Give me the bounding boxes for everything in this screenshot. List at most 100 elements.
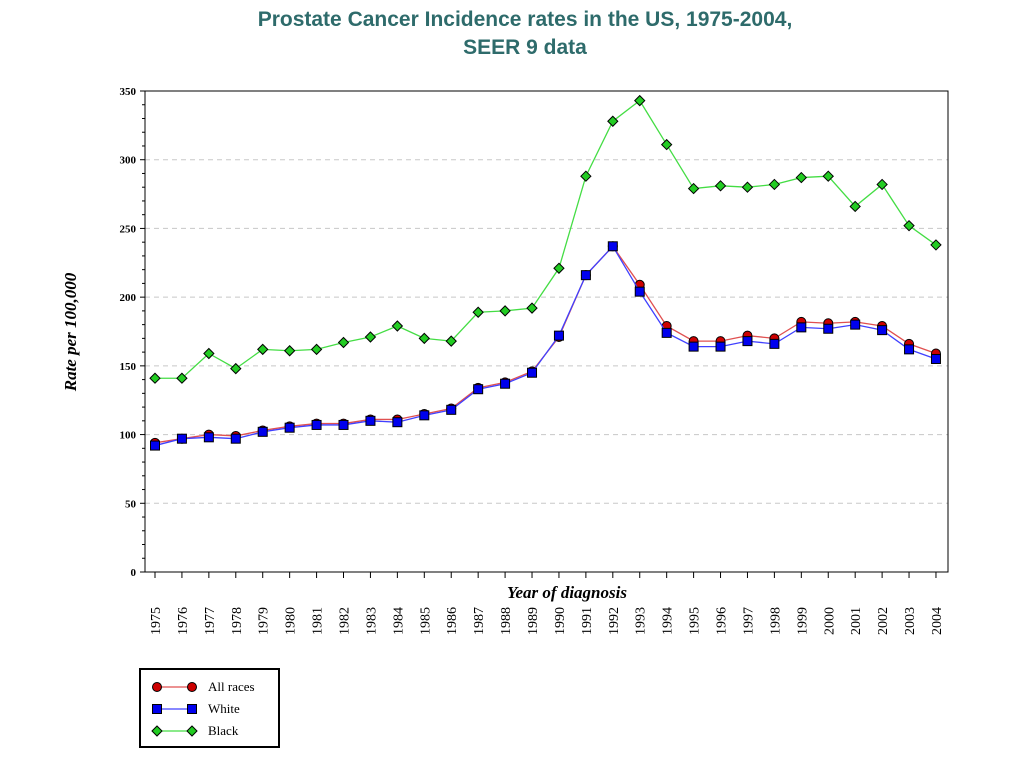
grid-lines <box>145 159 948 504</box>
data-point-black <box>580 170 592 182</box>
series-white <box>150 241 941 451</box>
legend-marker-black <box>186 725 198 737</box>
y-tick-label: 200 <box>120 292 137 304</box>
legend-marker-white <box>187 704 197 714</box>
data-point-white <box>176 433 187 444</box>
data-point-black <box>418 332 431 345</box>
data-point-black <box>391 320 404 332</box>
data-point-black <box>607 115 619 127</box>
x-tick-label: 1993 <box>634 607 649 635</box>
data-point-white <box>796 322 807 333</box>
legend-marker-all-races <box>187 682 197 692</box>
x-tick-label: 1994 <box>661 607 676 635</box>
data-point-black <box>930 239 942 251</box>
x-tick-label: 2001 <box>849 607 864 635</box>
data-point-white <box>500 378 511 389</box>
series-line-white <box>154 245 937 447</box>
data-point-black <box>553 262 565 274</box>
plot-area-frame <box>144 90 949 573</box>
data-point-white <box>338 419 349 430</box>
x-tick-label: 1989 <box>526 607 541 635</box>
data-point-black <box>634 94 646 107</box>
x-tick-label: 1979 <box>257 607 272 635</box>
data-point-black <box>714 180 727 192</box>
legend-marker-black <box>151 725 163 737</box>
data-point-black <box>768 178 781 191</box>
data-point-black <box>822 170 834 182</box>
legend-box <box>139 668 280 748</box>
data-point-black <box>230 362 242 375</box>
x-tick-label: 1984 <box>391 607 406 635</box>
x-axis-label: Year of diagnosis <box>507 583 627 602</box>
y-tick-label: 150 <box>120 361 137 373</box>
y-tick-label: 250 <box>120 223 137 235</box>
data-point-white <box>580 270 591 281</box>
data-point-white <box>392 417 403 428</box>
data-point-black <box>903 219 915 232</box>
x-tick-label: 1975 <box>149 607 164 635</box>
y-tick-label: 100 <box>120 430 137 442</box>
y-tick-label: 50 <box>125 498 137 510</box>
data-point-black <box>283 345 296 357</box>
series-line-all-races <box>154 245 937 444</box>
data-point-white <box>553 330 564 341</box>
x-tick-label: 1985 <box>418 607 433 635</box>
data-point-black <box>310 343 323 356</box>
x-tick-label: 1978 <box>230 607 245 635</box>
series-black <box>149 94 942 384</box>
x-tick-label: 2000 <box>822 607 837 635</box>
data-point-black <box>337 336 350 349</box>
data-point-black <box>876 178 888 191</box>
y-tick-label: 0 <box>131 567 137 579</box>
data-point-white <box>634 286 645 297</box>
legend-label-black: Black <box>208 723 239 738</box>
x-tick-label: 1987 <box>472 607 487 635</box>
data-point-black <box>364 331 377 343</box>
x-tick-label: 2004 <box>930 607 945 635</box>
data-point-white <box>661 327 672 338</box>
data-point-white <box>607 241 618 252</box>
data-point-black <box>176 372 188 384</box>
series-group <box>149 94 942 451</box>
x-tick-label: 1998 <box>768 607 783 635</box>
data-point-white <box>473 384 484 395</box>
y-axis: 0 50 100 150 200 250 300 350 <box>120 86 145 579</box>
data-point-white <box>419 410 430 421</box>
data-point-white <box>446 404 457 415</box>
x-tick-label: 1986 <box>445 607 460 635</box>
x-tick-label: 1995 <box>688 607 703 635</box>
x-tick-label: 1980 <box>284 607 299 635</box>
legend-label-white: White <box>208 701 240 716</box>
data-point-white <box>688 341 699 352</box>
series-line-black <box>155 99 937 379</box>
data-point-black <box>203 347 215 360</box>
data-point-white <box>742 336 753 347</box>
data-point-black <box>472 306 484 318</box>
data-point-white <box>365 415 376 426</box>
x-tick-label: 2003 <box>903 607 918 635</box>
data-point-white <box>904 344 915 355</box>
data-point-white <box>311 419 322 430</box>
chart-title-line-1: Prostate Cancer Incidence rates in the U… <box>257 8 793 31</box>
data-point-white <box>284 422 295 433</box>
x-tick-label: 1997 <box>741 607 756 635</box>
x-tick-label: 1983 <box>364 607 379 635</box>
legend-marker-white <box>152 704 162 714</box>
x-tick-label: 2002 <box>876 607 891 635</box>
x-tick-label: 1992 <box>607 607 622 635</box>
data-point-white <box>150 440 160 451</box>
x-tick-label: 1991 <box>580 607 595 635</box>
y-tick-label: 300 <box>120 155 137 167</box>
data-point-black <box>795 171 808 184</box>
data-point-black <box>741 181 754 193</box>
x-tick-label: 1981 <box>311 607 326 635</box>
y-axis-label: Rate per 100,000 <box>61 272 80 392</box>
data-point-black <box>499 305 511 317</box>
x-tick-label: 1982 <box>338 607 353 635</box>
data-point-white <box>823 323 834 334</box>
x-axis: 1975 1976 1977 1978 1979 1980 1981 1982 1983 1984… <box>149 572 945 635</box>
data-point-white <box>230 433 241 444</box>
data-point-black <box>445 335 457 347</box>
data-point-white <box>930 353 941 364</box>
